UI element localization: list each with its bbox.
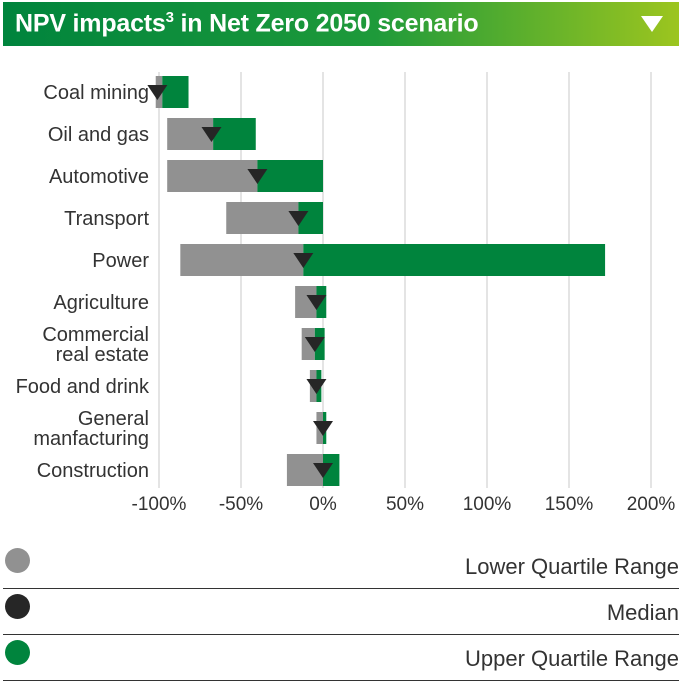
category-label-line: manfacturing [33, 428, 149, 450]
category-label-line: Commercial [42, 324, 149, 346]
category-label: Coal mining [43, 82, 149, 104]
upper-quartile-bar [303, 244, 606, 276]
legend-label-upper: Upper Quartile Range [464, 646, 679, 671]
lower-quartile-bar [167, 118, 214, 150]
x-tick-label: 0% [309, 494, 337, 515]
upper-quartile-bar [323, 454, 340, 486]
legend-label-median: Median [606, 600, 679, 625]
lower-quartile-bar [180, 244, 304, 276]
median-marker [306, 379, 327, 394]
category-label: Food and drink [16, 376, 150, 398]
x-tick-label: 100% [463, 494, 512, 515]
category-label-line: Transport [64, 208, 149, 230]
legend-label-lower: Lower Quartile Range [464, 554, 679, 579]
median-marker [201, 127, 222, 142]
chart-title: NPV impacts3 in Net Zero 2050 scenario [15, 9, 479, 38]
x-tick-label: -50% [219, 494, 263, 515]
x-tick-label: -100% [132, 494, 187, 515]
x-tick-label: 200% [627, 494, 676, 515]
median-dot-icon [5, 594, 30, 619]
category-label: Automotive [49, 166, 149, 188]
upper-quartile-bar [257, 160, 323, 192]
lower-quartile-bar [286, 454, 323, 486]
category-label-line: Automotive [49, 166, 149, 188]
category-label-line: Food and drink [16, 376, 150, 398]
category-label: Commercial real estate [42, 324, 149, 366]
category-label: Oil and gas [48, 124, 149, 146]
lower-quartile-bar [167, 160, 258, 192]
upper-quartile-dot-icon [5, 640, 30, 665]
category-label-line: Construction [37, 460, 149, 482]
legend-item-median: Median [3, 588, 679, 635]
lower-quartile-bar [295, 286, 317, 318]
legend-item-upper: Upper Quartile Range [3, 634, 679, 681]
x-tick-label: 150% [545, 494, 594, 515]
lower-quartile-bar [226, 202, 299, 234]
category-label-line: real estate [56, 344, 149, 366]
chart-header: NPV impacts3 in Net Zero 2050 scenario [3, 2, 679, 46]
x-tick-label: 50% [386, 494, 424, 515]
legend-item-lower: Lower Quartile Range [3, 542, 679, 589]
category-label: Agriculture [53, 292, 149, 314]
category-label: Construction [37, 460, 149, 482]
category-label-line: Agriculture [53, 292, 149, 314]
lower-quartile-bar [301, 328, 315, 360]
median-marker [304, 337, 325, 352]
category-label: General manfacturing [33, 408, 149, 450]
median-marker [313, 421, 333, 436]
category-label-line: General [78, 408, 149, 430]
upper-quartile-bar [213, 118, 256, 150]
triangle-down-icon[interactable] [641, 16, 663, 32]
median-marker [313, 463, 333, 478]
lower-quartile-dot-icon [5, 548, 30, 573]
category-label-line: Power [92, 250, 149, 272]
range-chart: -100% -50% 0% 50% 100% 150% 200% Coal mining Oil… [16, 72, 676, 515]
median-marker [147, 85, 168, 100]
category-label: Power [92, 250, 149, 272]
category-label: Transport [64, 208, 149, 230]
median-marker [247, 169, 268, 184]
category-label-line: Coal mining [43, 82, 149, 104]
median-marker [288, 211, 309, 226]
median-marker [306, 295, 327, 310]
category-label-line: Oil and gas [48, 124, 149, 146]
upper-quartile-bar [162, 76, 189, 108]
median-marker [293, 253, 314, 268]
